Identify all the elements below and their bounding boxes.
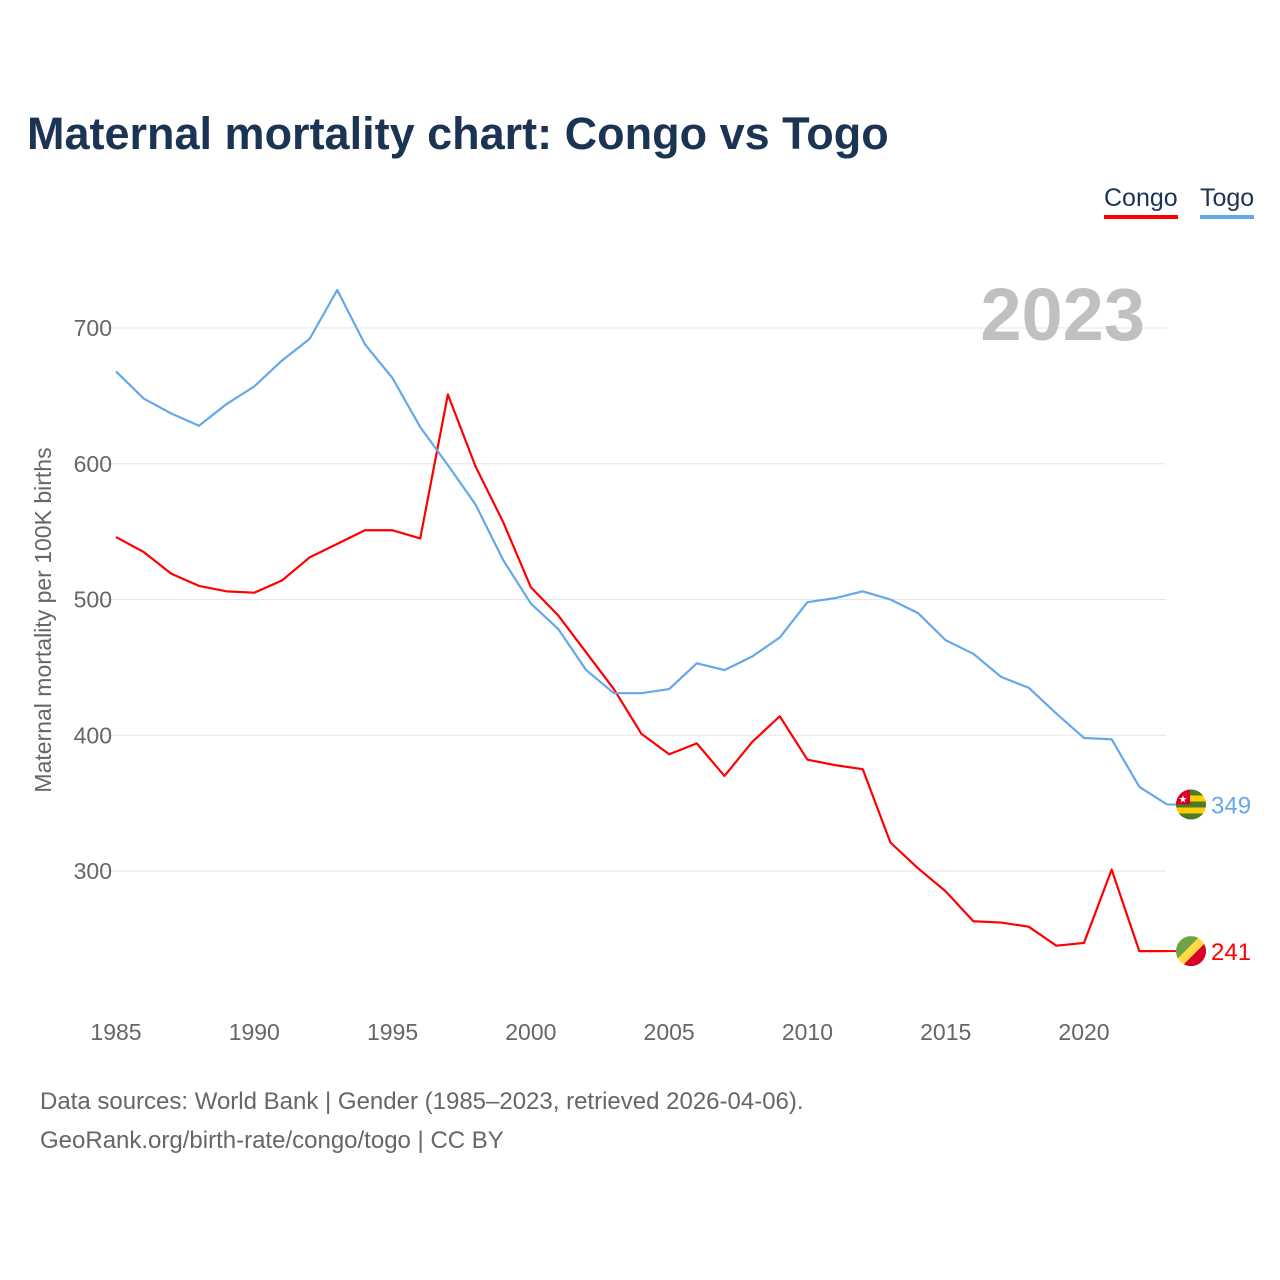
series-line-congo xyxy=(115,393,1167,953)
legend-congo[interactable]: Congo xyxy=(1104,184,1178,219)
x-tick-label: 1985 xyxy=(90,1019,141,1045)
y-tick-label: 500 xyxy=(74,587,112,613)
y-axis-label: Maternal mortality per 100K births xyxy=(30,447,56,792)
x-tick-label: 1990 xyxy=(229,1019,280,1045)
x-tick-label: 2020 xyxy=(1058,1019,1109,1045)
svg-text:★: ★ xyxy=(1179,794,1188,805)
x-tick-label: 2000 xyxy=(505,1019,556,1045)
end-value-label-congo: 241 xyxy=(1211,939,1251,966)
togo-flag-icon: ★ xyxy=(1176,789,1206,820)
series-line-togo xyxy=(115,288,1168,806)
footer-sources: Data sources: World Bank | Gender (1985–… xyxy=(40,1088,804,1115)
y-tick-label: 400 xyxy=(74,722,112,748)
chart-title: Maternal mortality chart: Congo vs Togo xyxy=(27,108,889,159)
x-tick-label: 2005 xyxy=(644,1019,695,1045)
x-tick-label: 1995 xyxy=(367,1019,418,1045)
x-tick-label: 2010 xyxy=(782,1019,833,1045)
y-tick-label: 700 xyxy=(74,315,112,341)
y-tick-label: 300 xyxy=(74,858,112,884)
year-watermark: 2023 xyxy=(980,273,1145,356)
x-tick-label: 2015 xyxy=(920,1019,971,1045)
end-value-label-togo: 349 xyxy=(1211,792,1251,819)
footer-credit: GeoRank.org/birth-rate/congo/togo | CC B… xyxy=(40,1127,504,1154)
congo-flag-icon xyxy=(1176,936,1206,967)
legend-togo[interactable]: Togo xyxy=(1200,184,1255,219)
y-tick-label: 600 xyxy=(74,451,112,477)
